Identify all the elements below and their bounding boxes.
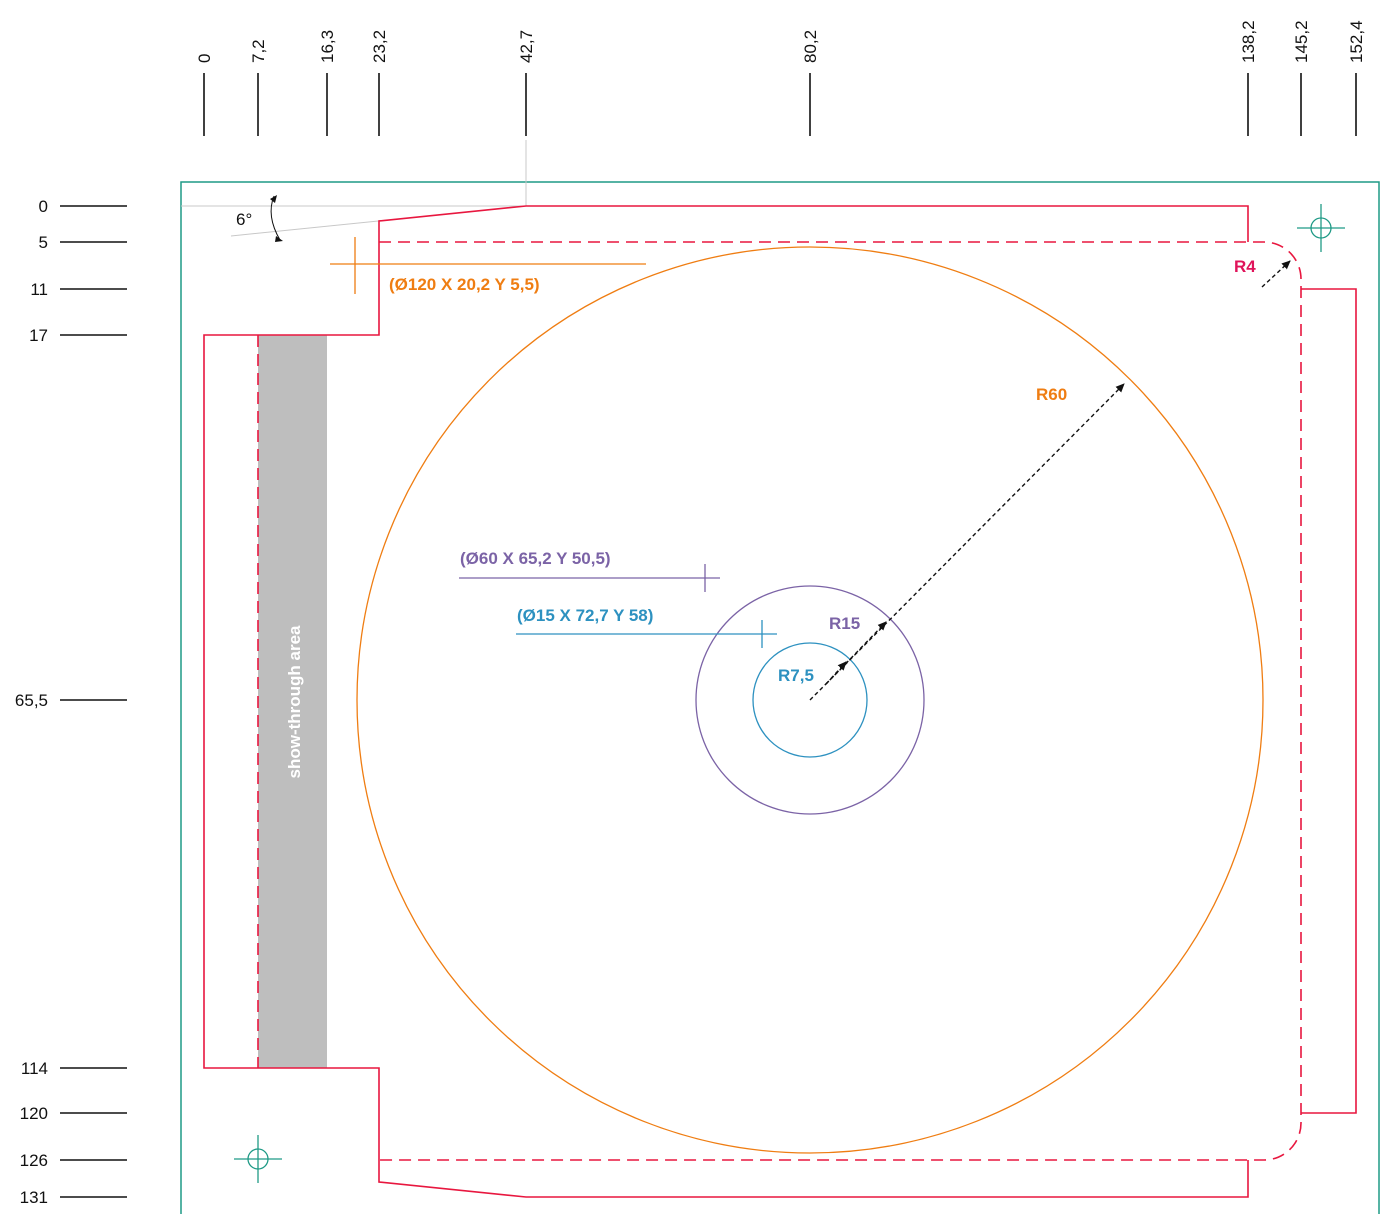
left-dim-label: 17 xyxy=(29,326,48,345)
angle-label: 6° xyxy=(236,210,252,229)
disc-60-label: (Ø60 X 65,2 Y 50,5) xyxy=(460,549,611,568)
top-dim-label: 138,2 xyxy=(1239,20,1258,63)
left-dim-label: 0 xyxy=(39,197,48,216)
radius-7-5-label: R7,5 xyxy=(778,666,814,685)
die-cut-outline xyxy=(203,205,1357,1198)
disc-120-circle xyxy=(356,246,1264,1154)
left-dim-label: 11 xyxy=(30,280,48,299)
top-dimension-labels: 0 7,2 16,3 23,2 42,7 80,2 138,2 145,2 15… xyxy=(195,20,1366,63)
left-dim-label: 114 xyxy=(21,1059,48,1078)
show-through-label: show-through area xyxy=(285,625,304,779)
left-dim-label: 126 xyxy=(20,1151,48,1170)
disc-15-label: (Ø15 X 72,7 Y 58) xyxy=(517,606,653,625)
left-dim-label: 131 xyxy=(20,1188,48,1207)
radius-15-label: R15 xyxy=(829,614,860,633)
top-dim-label: 16,3 xyxy=(318,30,337,63)
top-dim-label: 0 xyxy=(195,54,214,63)
disc-60-circle xyxy=(695,585,925,815)
left-dim-label: 65,5 xyxy=(15,691,48,710)
top-dim-label: 152,4 xyxy=(1347,20,1366,63)
disc-120-center-mark xyxy=(330,237,646,294)
disc-15-circle xyxy=(752,642,868,758)
disc-120-label: (Ø120 X 20,2 Y 5,5) xyxy=(389,275,540,294)
angle-arrow-bottom xyxy=(275,236,283,242)
top-dim-label: 7,2 xyxy=(249,39,268,63)
radius-arrows xyxy=(809,260,1291,701)
left-dimension-ticks xyxy=(60,205,127,1198)
left-dimension-labels: 0 5 11 17 65,5 114 120 126 131 xyxy=(15,197,48,1207)
angle-arrow-top xyxy=(270,195,277,203)
top-dim-label: 23,2 xyxy=(370,30,389,63)
angle-guides xyxy=(181,140,527,237)
angle-arc xyxy=(270,195,281,241)
top-dimension-ticks xyxy=(203,73,1357,136)
show-through-area xyxy=(258,335,327,1068)
top-dim-label: 145,2 xyxy=(1292,20,1311,63)
registration-crosshair-icon xyxy=(1297,204,1345,252)
corner-radius-label: R4 xyxy=(1234,257,1256,276)
fold-line xyxy=(379,241,1302,1161)
left-dim-label: 5 xyxy=(39,233,48,252)
disc-60-center-mark xyxy=(459,564,720,592)
top-dim-label: 80,2 xyxy=(801,30,820,63)
disc-15-center-mark xyxy=(516,620,777,648)
radius-60-label: R60 xyxy=(1036,385,1067,404)
registration-crosshair-icon xyxy=(234,1135,282,1183)
sheet-frame xyxy=(180,181,1380,1214)
top-dim-label: 42,7 xyxy=(517,30,536,63)
left-dim-label: 120 xyxy=(20,1104,48,1123)
